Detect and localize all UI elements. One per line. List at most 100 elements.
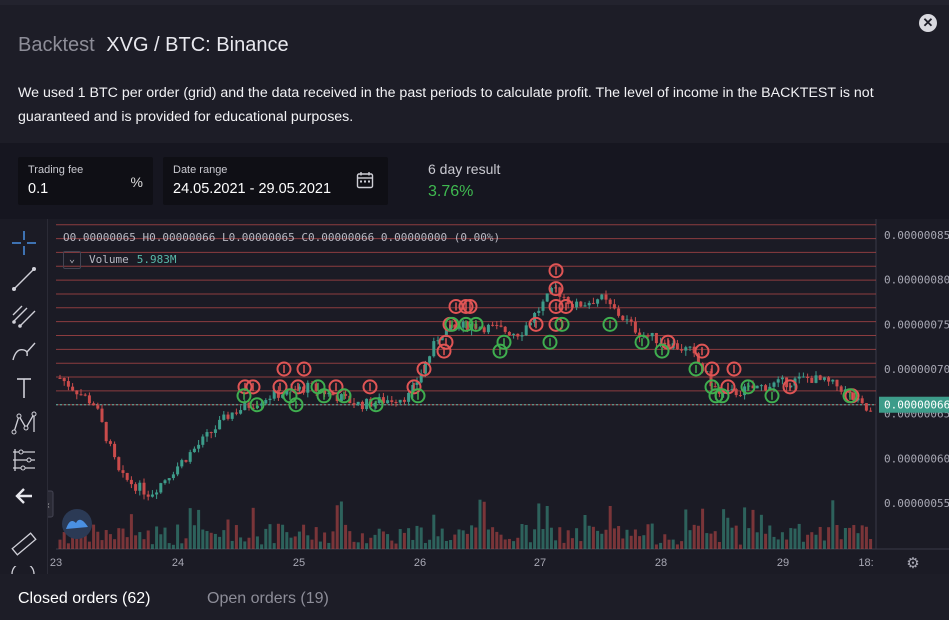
buy-order-marker [634, 334, 650, 350]
ruler-icon[interactable] [10, 530, 38, 558]
chart-background [0, 219, 949, 574]
candle-body [352, 403, 356, 405]
volume-bar [398, 529, 402, 549]
trading-fee-value[interactable]: 0.1 [28, 181, 49, 197]
price-tick-label: 0.00000075 [884, 318, 949, 331]
candle-body [755, 385, 759, 389]
candle-body [163, 480, 167, 484]
buy-order-marker [496, 334, 512, 350]
volume-bar [356, 542, 360, 549]
candle-body [751, 385, 755, 389]
volume-bar [432, 514, 436, 549]
volume-bar [772, 536, 776, 549]
candle-body [495, 324, 499, 326]
close-icon[interactable]: ✕ [919, 14, 937, 32]
candle-body [251, 407, 255, 409]
volume-bar [146, 530, 150, 549]
volume-bar [747, 528, 751, 549]
drawing-toolbar [0, 219, 48, 574]
volume-value: 5.983M [136, 253, 177, 266]
volume-bar [545, 505, 549, 549]
candle-body [713, 386, 717, 388]
tab-closed-orders[interactable]: Closed orders (62) [18, 590, 151, 607]
candle-body [213, 429, 217, 433]
chart-area[interactable]: 0.00000085 0.00000080 0.00000075 0.00000070… [0, 219, 949, 574]
volume-bar [213, 533, 217, 549]
volume-bar [184, 538, 188, 549]
volume-bar [650, 523, 654, 549]
volume-bar [58, 539, 62, 549]
volume-bar [503, 539, 507, 549]
volume-bar [869, 539, 873, 549]
settings-gear-icon[interactable]: ⚙ [906, 555, 919, 572]
crosshair-icon[interactable] [10, 229, 38, 257]
volume-bar [218, 536, 222, 549]
candle-body [759, 385, 763, 387]
candle-body [839, 386, 843, 392]
trend-line-icon[interactable] [10, 265, 38, 293]
brush-icon[interactable] [10, 338, 38, 366]
volume-bar [268, 524, 272, 549]
volume-bar [755, 532, 759, 549]
candle-body [512, 333, 516, 335]
volume-bar [129, 514, 133, 549]
section-label: Backtest [18, 34, 95, 56]
volume-bar [281, 524, 285, 549]
volume-bar [843, 527, 847, 549]
volume-bar [688, 530, 692, 549]
candle-body [192, 448, 196, 453]
pair-label: XVG / BTC: Binance [106, 34, 289, 56]
trading-fee-field[interactable]: Trading fee 0.1 % [18, 157, 153, 205]
calendar-icon[interactable] [356, 171, 374, 189]
price-tick-label: 0.00000055 [884, 497, 949, 510]
candle-body [104, 421, 108, 442]
volume-bar [209, 532, 213, 549]
ohlc-readout: O0.00000065 H0.00000066 L0.00000065 C0.0… [63, 231, 501, 244]
pattern-tool-icon[interactable] [10, 410, 38, 438]
date-tick-label: 18: [858, 557, 873, 569]
percent-unit: % [130, 174, 143, 190]
volume-label: Volume [89, 253, 129, 266]
volume-bar [293, 536, 297, 549]
volume-bar [323, 532, 327, 549]
candle-body [146, 494, 150, 497]
more-tools-icon[interactable] [8, 566, 38, 574]
fib-tool-icon[interactable] [10, 302, 38, 330]
prediction-tool-icon[interactable] [10, 446, 38, 474]
buy-order-marker [688, 361, 704, 377]
volume-bar [125, 537, 129, 549]
volume-bar [554, 540, 558, 549]
candle-body [239, 410, 243, 414]
candle-body [537, 310, 541, 313]
date-range-field[interactable]: Date range 24.05.2021 - 29.05.2021 [163, 157, 388, 205]
volume-bar [852, 525, 856, 549]
date-range-value[interactable]: 24.05.2021 - 29.05.2021 [173, 181, 332, 197]
volume-bar [579, 541, 583, 549]
tab-open-orders[interactable]: Open orders (19) [207, 590, 329, 607]
candle-body [852, 392, 856, 401]
sell-order-marker [726, 361, 742, 377]
candle-body [188, 452, 192, 462]
candle-body [864, 403, 868, 411]
candle-body [621, 315, 625, 321]
volume-bar [306, 535, 310, 549]
candle-body [579, 301, 583, 307]
volume-bar [831, 500, 835, 549]
collapse-chevron-icon[interactable]: ⌄ [63, 251, 81, 269]
candle-body [869, 410, 873, 412]
volume-bar [768, 525, 772, 549]
text-tool-icon[interactable] [10, 374, 38, 402]
volume-bar [100, 540, 104, 549]
candle-body [381, 397, 385, 404]
back-arrow-icon[interactable] [10, 482, 38, 510]
candle-body [608, 299, 612, 305]
price-chart[interactable]: 0.00000085 0.00000080 0.00000075 0.00000070… [0, 219, 949, 574]
volume-bar [558, 527, 562, 549]
candle-body [776, 379, 780, 383]
date-tick-label: 23 [50, 557, 62, 569]
volume-bar [419, 527, 423, 549]
buy-order-marker [714, 388, 730, 404]
candle-body [617, 308, 621, 316]
candle-body [121, 470, 125, 473]
volume-bar [167, 543, 171, 549]
